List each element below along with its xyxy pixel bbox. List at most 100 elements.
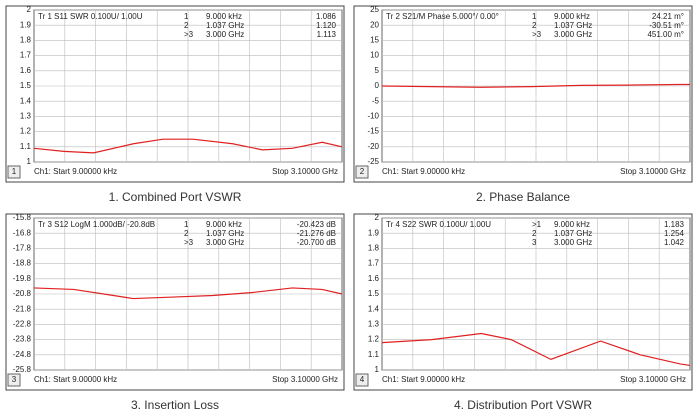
y-tick-label: 2	[375, 213, 380, 222]
trace-header: Tr 4 S22 SWR 0.100U/ 1.00U	[386, 220, 491, 229]
footer-stop: Stop 3.10000 GHz	[620, 375, 686, 384]
marker-number: 3	[532, 238, 537, 247]
y-tick-label: -25	[367, 157, 379, 166]
marker-number: >3	[184, 30, 194, 39]
chart-panel: 25 20 15 10 5 0 -5 -10 -15 -20 -25 Tr 2 S21/M Phase…	[353, 5, 693, 183]
chart-panel: -15.8 -16.8 -17.8 -18.8 -19.8 -20.8 -21.8 -22.8…	[5, 213, 345, 391]
footer-start: Ch1: Start 9.00000 kHz	[34, 375, 117, 384]
y-tick-label: 1.2	[368, 335, 380, 344]
trace	[33, 138, 343, 154]
chart-panel: 2 1.9 1.8 1.7 1.6 1.5 1.4 1.3 1.2 1.1 1 Tr 1 S11 SW…	[5, 5, 345, 183]
y-tick-label: 1.8	[20, 36, 32, 45]
caption: 2. Phase Balance	[476, 190, 570, 204]
y-tick-label: 1	[27, 157, 32, 166]
y-tick-label: 1.1	[20, 142, 32, 151]
y-tick-label: -22.8	[13, 320, 32, 329]
marker-frequency: 3.000 GHz	[206, 238, 244, 247]
marker-frequency: 3.000 GHz	[206, 30, 244, 39]
y-tick-label: 10	[370, 51, 379, 60]
marker-number: 1	[532, 12, 537, 21]
marker-value: 24.21 m°	[652, 12, 684, 21]
footer-stop: Stop 3.10000 GHz	[272, 375, 338, 384]
marker-frequency: 1.037 GHz	[554, 229, 592, 238]
trace	[381, 332, 691, 367]
marker-frequency: 9.000 kHz	[206, 12, 242, 21]
marker-value: -21.276 dB	[297, 229, 336, 238]
marker-frequency: 1.037 GHz	[206, 229, 244, 238]
marker-frequency: 1.037 GHz	[206, 21, 244, 30]
y-tick-label: 1.9	[20, 20, 32, 29]
y-tick-label: -23.8	[13, 335, 32, 344]
caption: 4. Distribution Port VSWR	[454, 398, 592, 412]
marker-value: 1.086	[316, 12, 337, 21]
y-tick-label: 1.4	[368, 304, 380, 313]
y-tick-label: 1.5	[368, 289, 380, 298]
y-tick-label: 1.3	[20, 112, 32, 121]
y-tick-label: 1.3	[368, 320, 380, 329]
channel-number: 2	[360, 167, 365, 176]
y-tick-label: 1.9	[368, 228, 380, 237]
marker-value: 1.183	[664, 220, 685, 229]
marker-number: >1	[532, 220, 542, 229]
y-tick-label: 5	[375, 66, 380, 75]
y-tick-label: -20.8	[13, 289, 32, 298]
y-tick-label: -24.8	[13, 350, 32, 359]
marker-number: 2	[184, 21, 189, 30]
y-tick-label: -19.8	[13, 274, 32, 283]
caption: 1. Combined Port VSWR	[109, 190, 242, 204]
marker-value: -30.51 m°	[649, 21, 684, 30]
y-tick-label: -25.8	[13, 365, 32, 374]
y-tick-label: 1	[375, 365, 380, 374]
footer-start: Ch1: Start 9.00000 kHz	[382, 167, 465, 176]
y-tick-label: 1.7	[20, 51, 32, 60]
footer-start: Ch1: Start 9.00000 kHz	[34, 167, 117, 176]
marker-frequency: 9.000 kHz	[554, 12, 590, 21]
y-tick-label: 1.8	[368, 244, 380, 253]
trace	[33, 287, 343, 300]
caption: 3. Insertion Loss	[131, 398, 219, 412]
y-tick-label: -15.8	[13, 213, 32, 222]
channel-number: 1	[12, 167, 17, 176]
marker-value: 451.00 m°	[647, 30, 684, 39]
chart-panel: 2 1.9 1.8 1.7 1.6 1.5 1.4 1.3 1.2 1.1 1 Tr 4 S22 SW…	[353, 213, 693, 391]
trace-header: Tr 2 S21/M Phase 5.000°/ 0.00°	[386, 12, 499, 21]
y-tick-label: 1.2	[20, 127, 32, 136]
marker-number: >3	[184, 238, 194, 247]
y-tick-label: 15	[370, 36, 379, 45]
footer-stop: Stop 3.10000 GHz	[620, 167, 686, 176]
y-tick-label: -10	[367, 112, 379, 121]
marker-number: 2	[184, 229, 189, 238]
y-tick-label: 1.6	[368, 274, 380, 283]
marker-value: -20.700 dB	[297, 238, 336, 247]
trace-header: Tr 1 S11 SWR 0.100U/ 1.00U	[38, 12, 143, 21]
marker-frequency: 3.000 GHz	[554, 30, 592, 39]
marker-frequency: 9.000 kHz	[554, 220, 590, 229]
footer-stop: Stop 3.10000 GHz	[272, 167, 338, 176]
y-tick-label: 2	[27, 5, 32, 14]
y-tick-label: 1.4	[20, 96, 32, 105]
marker-frequency: 9.000 kHz	[206, 220, 242, 229]
marker-number: 2	[532, 21, 537, 30]
y-tick-label: 0	[375, 81, 380, 90]
y-tick-label: 1.1	[368, 350, 380, 359]
y-tick-label: 20	[370, 20, 379, 29]
channel-number: 3	[12, 375, 17, 384]
marker-frequency: 3.000 GHz	[554, 238, 592, 247]
trace	[381, 83, 690, 88]
marker-value: 1.113	[317, 30, 337, 39]
trace-header: Tr 3 S12 LogM 1.000dB/ -20.8dB	[38, 220, 155, 229]
marker-value: -20.423 dB	[297, 220, 336, 229]
y-tick-label: 25	[370, 5, 379, 14]
channel-box	[7, 373, 21, 387]
y-tick-label: -21.8	[13, 304, 32, 313]
marker-number: 1	[184, 12, 189, 21]
y-tick-label: -20	[367, 142, 379, 151]
y-tick-label: 1.7	[368, 259, 380, 268]
y-tick-label: -17.8	[13, 244, 32, 253]
y-tick-label: -15	[367, 127, 379, 136]
marker-number: >3	[532, 30, 542, 39]
marker-value: 1.254	[664, 229, 685, 238]
y-tick-label: -18.8	[13, 259, 32, 268]
y-tick-label: -5	[372, 96, 380, 105]
channel-number: 4	[360, 375, 365, 384]
